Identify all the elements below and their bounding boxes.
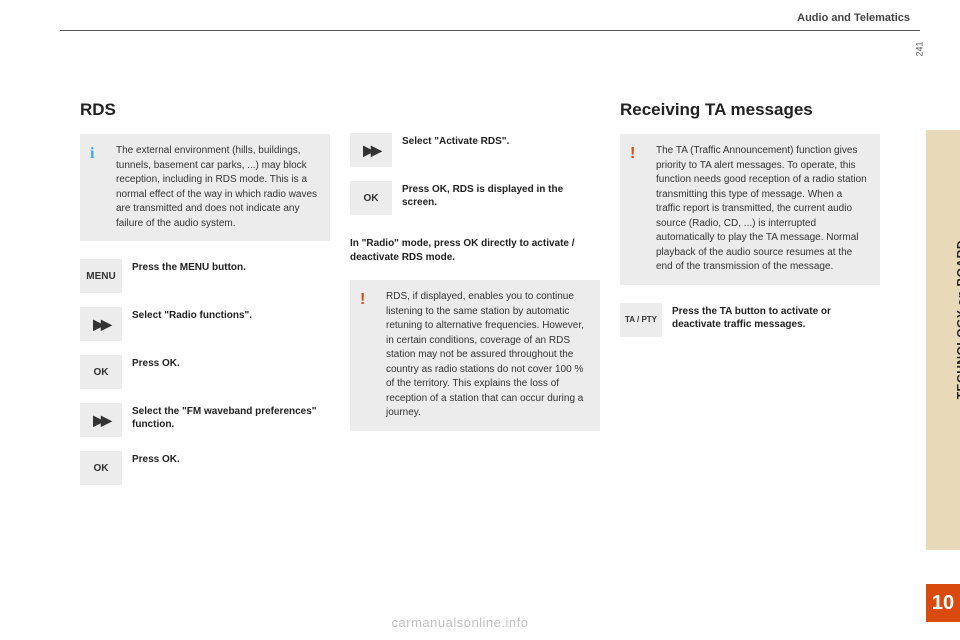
step-fm-waveband: ▶▶ Select the "FM waveband preferences" … (80, 403, 330, 437)
rds-info-box: i The external environment (hills, build… (80, 134, 330, 241)
step-ok-rds-text: Press OK, RDS is displayed in the screen… (402, 181, 600, 209)
forward-icon: ▶▶ (93, 412, 109, 429)
rds-warning-box: ! RDS, if displayed, enables you to cont… (350, 280, 600, 431)
column-rds-continued: ▶▶ Select "Activate RDS". OK Press OK, R… (350, 100, 600, 499)
step-ta-pty-text: Press the TA button to activate or deact… (672, 303, 880, 331)
spacer (350, 100, 600, 133)
forward-button[interactable]: ▶▶ (350, 133, 392, 167)
forward-button[interactable]: ▶▶ (80, 307, 122, 341)
step-radio-functions-text: Select "Radio functions". (132, 307, 252, 322)
rds-heading: RDS (80, 100, 330, 120)
step-ta-pty: TA / PTY Press the TA button to activate… (620, 303, 880, 337)
watermark: carmanualsonline.info (0, 615, 920, 630)
forward-button[interactable]: ▶▶ (80, 403, 122, 437)
ok-button[interactable]: OK (80, 355, 122, 389)
header-rule (60, 30, 920, 31)
step-ok-1-text: Press OK. (132, 355, 180, 370)
step-activate-rds: ▶▶ Select "Activate RDS". (350, 133, 600, 167)
radio-mode-note: In "Radio" mode, press OK directly to ac… (350, 237, 600, 264)
header-title: Audio and Telematics (797, 12, 910, 24)
rds-info-text: The external environment (hills, buildin… (116, 145, 317, 229)
warning-icon: ! (360, 288, 365, 311)
step-menu: MENU Press the MENU button. (80, 259, 330, 293)
step-radio-functions: ▶▶ Select "Radio functions". (80, 307, 330, 341)
warning-icon: ! (630, 142, 635, 165)
ta-warning-box: ! The TA (Traffic Announcement) function… (620, 134, 880, 285)
side-tab-label: TECHNOLOGY on BOARD (954, 240, 960, 399)
step-ok-rds: OK Press OK, RDS is displayed in the scr… (350, 181, 600, 215)
step-menu-text: Press the MENU button. (132, 259, 246, 274)
content-area: RDS i The external environment (hills, b… (80, 100, 910, 499)
ta-heading: Receiving TA messages (620, 100, 880, 120)
forward-icon: ▶▶ (363, 142, 379, 159)
ok-button[interactable]: OK (350, 181, 392, 215)
step-ok-2: OK Press OK. (80, 451, 330, 485)
info-icon: i (90, 142, 94, 165)
step-ok-1: OK Press OK. (80, 355, 330, 389)
column-ta: Receiving TA messages ! The TA (Traffic … (620, 100, 880, 499)
step-fm-waveband-text: Select the "FM waveband preferences" fun… (132, 403, 330, 431)
menu-button[interactable]: MENU (80, 259, 122, 293)
chapter-number-box: 10 (926, 584, 960, 622)
forward-icon: ▶▶ (93, 316, 109, 333)
column-rds: RDS i The external environment (hills, b… (80, 100, 330, 499)
step-ok-2-text: Press OK. (132, 451, 180, 466)
ok-button[interactable]: OK (80, 451, 122, 485)
ta-warning-text: The TA (Traffic Announcement) function g… (656, 145, 867, 272)
ta-pty-button[interactable]: TA / PTY (620, 303, 662, 337)
step-activate-rds-text: Select "Activate RDS". (402, 133, 509, 148)
page-number: 241 (914, 41, 924, 56)
rds-warning-text: RDS, if displayed, enables you to contin… (386, 291, 584, 418)
